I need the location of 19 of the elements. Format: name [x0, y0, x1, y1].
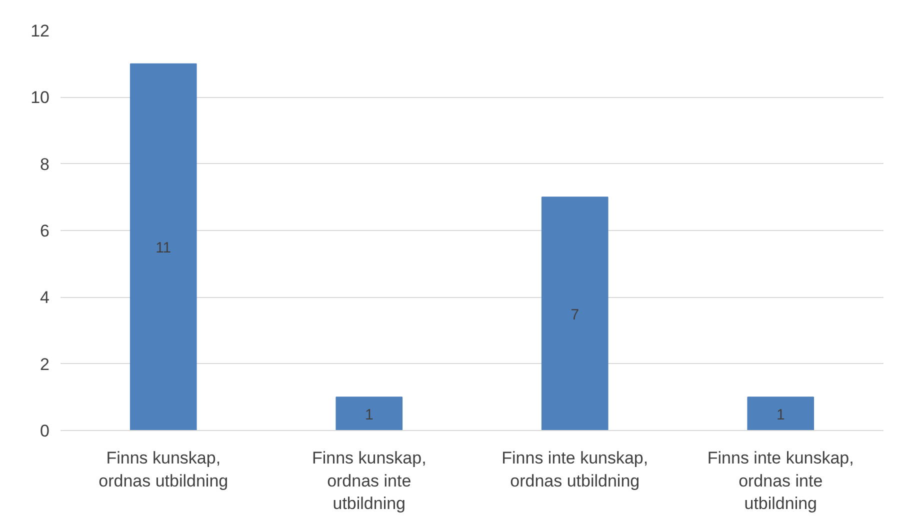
- bar: [336, 396, 403, 430]
- y-tick-label: 12: [30, 22, 50, 40]
- y-tick-label: 0: [40, 422, 50, 440]
- data-label: 1: [776, 406, 785, 424]
- data-label: 7: [570, 306, 580, 324]
- x-tick-label: Finns inte kunskap, ordnas utbildning: [502, 448, 648, 490]
- x-tick-label: Finns kunskap, ordnas inte utbildning: [312, 448, 426, 514]
- data-label: 1: [364, 406, 374, 424]
- y-tick-label: 10: [30, 88, 50, 108]
- bar: [747, 396, 814, 430]
- y-tick-label: 2: [40, 354, 50, 374]
- y-tick-label: 4: [40, 288, 50, 308]
- bar: [541, 196, 608, 430]
- y-tick-label: 8: [40, 154, 50, 174]
- x-tick-label: Finns inte kunskap, ordnas inte utbildning: [707, 448, 854, 514]
- data-label: 11: [156, 240, 172, 257]
- x-tick-label: Finns kunskap, ordnas utbildning: [98, 448, 228, 490]
- y-tick-label: 6: [40, 222, 50, 240]
- bar: [130, 63, 197, 430]
